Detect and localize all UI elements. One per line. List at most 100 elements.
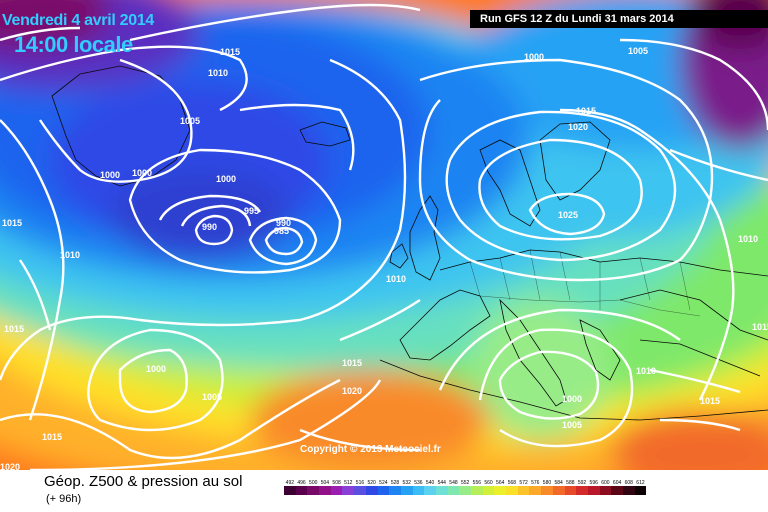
legend-swatch	[517, 486, 530, 495]
legend-label: 544	[437, 480, 446, 486]
borders	[469, 249, 701, 317]
forecast-local-time: 14:00 locale	[14, 32, 133, 57]
legend-label: 588	[566, 480, 575, 486]
legend-swatch	[307, 486, 320, 495]
isobar-label: 1015	[700, 396, 720, 406]
legend-item: 548	[447, 480, 460, 495]
legend-label: 612	[636, 480, 645, 486]
legend-swatch	[447, 486, 460, 495]
legend-label: 552	[460, 480, 470, 486]
legend-label: 496	[297, 480, 306, 486]
legend-item: 512	[342, 480, 355, 495]
map-title: Géop. Z500 & pression au sol	[44, 473, 243, 490]
isobar-label: 1010	[636, 366, 656, 376]
legend-item: 572	[517, 480, 530, 495]
legend-swatch	[506, 486, 518, 495]
legend-item: 604	[611, 480, 623, 495]
isobar-label: 1015	[2, 218, 22, 228]
legend-label: 520	[367, 480, 376, 486]
isobar-label: 1025	[558, 210, 578, 220]
isobar-label: 1020	[0, 462, 20, 470]
isobar-label: 1015	[4, 324, 24, 334]
isobar-label: 1015	[42, 432, 62, 442]
isobar-label: 1000	[524, 52, 544, 62]
legend-swatch	[482, 486, 495, 495]
legend-label: 596	[589, 480, 598, 486]
legend-item: 596	[587, 480, 600, 495]
legend-swatch	[389, 486, 401, 495]
copyright-notice: Copyright © 2013 Meteociel.fr	[300, 444, 441, 455]
isobar-label: 1010	[60, 250, 80, 260]
legend-label: 584	[554, 480, 563, 486]
legend-item: 556	[471, 480, 483, 495]
legend-item: 516	[354, 480, 366, 495]
legend-item: 536	[412, 480, 425, 495]
legend-swatch	[412, 486, 425, 495]
legend-swatch	[587, 486, 600, 495]
legend-swatch	[611, 486, 623, 495]
legend-label: 504	[320, 480, 330, 486]
forecast-date: Vendredi 4 avril 2014	[2, 12, 155, 29]
legend-item: 500	[307, 480, 320, 495]
legend-swatch	[377, 486, 390, 495]
legend-item: 612	[634, 480, 647, 495]
isobars	[0, 3, 768, 470]
legend-swatch	[564, 486, 577, 495]
legend-swatch	[342, 486, 355, 495]
model-run-info: Run GFS 12 Z du Lundi 31 mars 2014	[470, 10, 768, 28]
legend-label: 556	[472, 480, 482, 486]
legend-item: 544	[435, 480, 448, 495]
legend-item: 564	[494, 480, 507, 495]
isobar-label: 990	[202, 222, 217, 232]
isobar-label: 1005	[562, 420, 582, 430]
legend-swatch	[319, 486, 331, 495]
legend-label: 560	[484, 480, 493, 486]
isobar-label: 995	[244, 206, 259, 216]
isobar-label: 985	[274, 226, 289, 236]
legend-item: 584	[552, 480, 565, 495]
forecast-range: (+ 96h)	[46, 493, 82, 505]
legend-swatch	[541, 486, 553, 495]
isobar-label: 1010	[386, 274, 406, 284]
legend-item: 600	[599, 480, 612, 495]
isobar-label: 1005	[202, 392, 222, 402]
isobar-label: 1000	[146, 364, 166, 374]
isobar-label: 990	[276, 218, 291, 228]
legend-label: 568	[507, 480, 517, 486]
isobar-label: 1005	[628, 46, 648, 56]
isobar-label: 1020	[342, 386, 362, 396]
legend-label: 512	[344, 480, 353, 486]
legend-swatch	[435, 486, 448, 495]
legend-swatch	[400, 486, 413, 495]
legend-item: 504	[319, 480, 331, 495]
legend-item: 540	[424, 480, 436, 495]
legend-label: 536	[414, 480, 423, 486]
legend-label: 516	[355, 480, 365, 486]
legend-swatch	[330, 486, 343, 495]
coastlines	[51, 65, 768, 421]
legend-item: 560	[482, 480, 495, 495]
legend-label: 500	[309, 480, 318, 486]
legend-swatch	[599, 486, 612, 495]
isobar-labels: 1015 1010 1005 1000 995 990 985 1000 100…	[0, 46, 768, 470]
isobar-label: 1015	[342, 358, 362, 368]
map-footer: Géop. Z500 & pression au sol (+ 96h) 492…	[0, 470, 768, 512]
isobar-label: 1015	[752, 322, 768, 332]
legend-label: 572	[519, 480, 528, 486]
legend-item: 576	[529, 480, 542, 495]
legend-swatch	[494, 486, 507, 495]
legend-swatch	[529, 486, 542, 495]
legend-label: 492	[285, 480, 295, 486]
legend-swatch	[354, 486, 366, 495]
isobar-label: 1010	[208, 68, 228, 78]
legend-swatch	[424, 486, 436, 495]
isobar-label: 1015	[220, 47, 240, 57]
legend-label: 592	[577, 480, 587, 486]
legend-label: 576	[531, 480, 540, 486]
legend-label: 608	[624, 480, 633, 486]
isobar-label: 1000	[100, 170, 120, 180]
legend-swatch	[622, 486, 635, 495]
geopotential-pressure-map: 1015 1010 1005 1000 995 990 985 1000 100…	[0, 0, 768, 470]
legend-label: 604	[612, 480, 622, 486]
